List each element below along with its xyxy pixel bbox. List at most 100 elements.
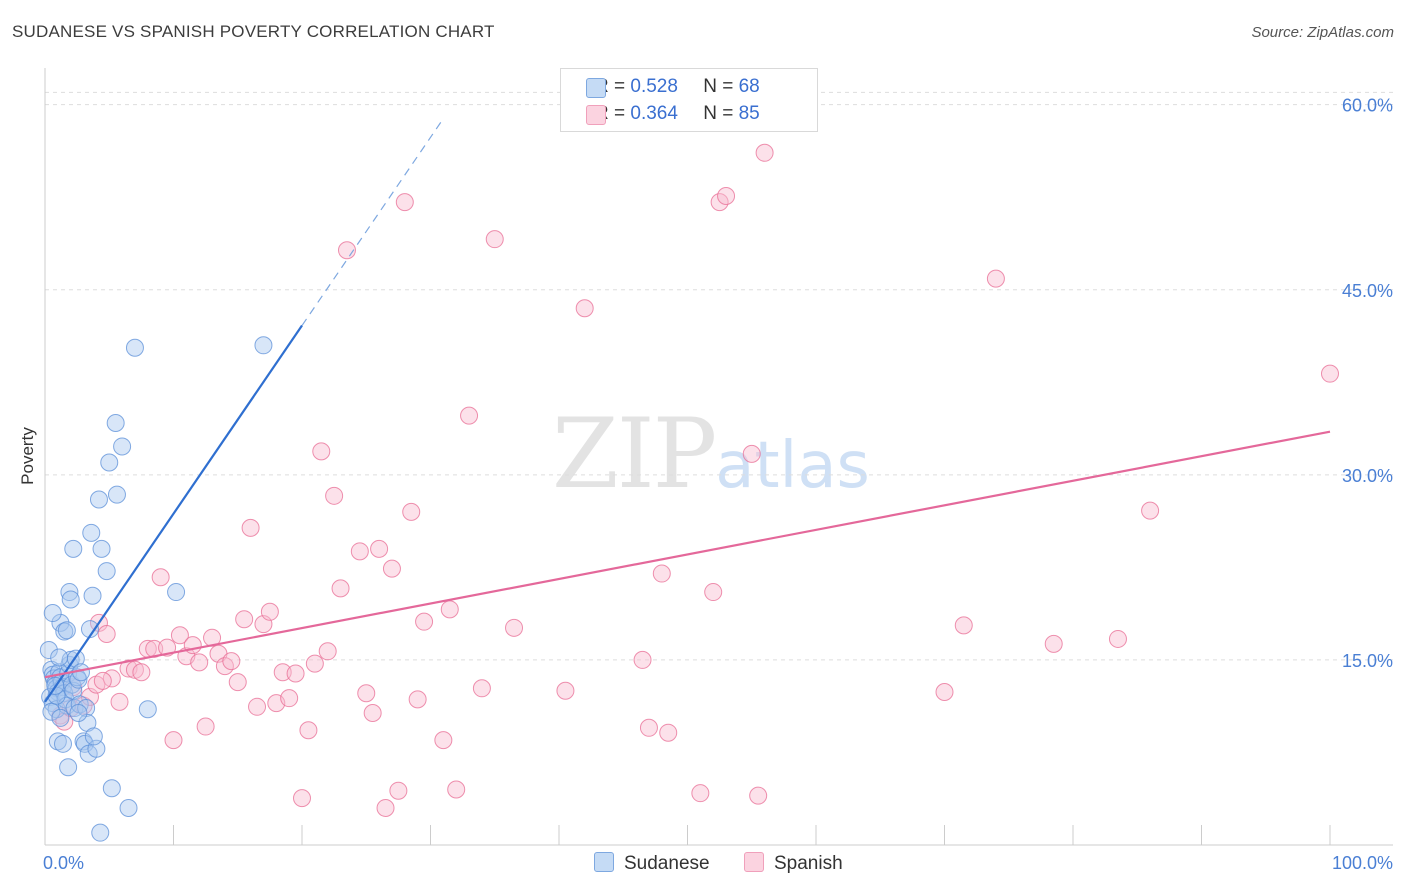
chart-source: Source: ZipAtlas.com — [1251, 24, 1394, 41]
spanish-point — [1044, 634, 1063, 653]
sudanese-point — [43, 604, 62, 623]
spanish-points — [51, 143, 1339, 817]
spanish-point — [652, 564, 671, 583]
sudanese-point — [167, 583, 186, 602]
sudanese-point — [82, 523, 101, 542]
spanish-point — [639, 718, 658, 737]
spanish-point — [110, 692, 129, 711]
spanish-point — [325, 486, 344, 505]
spanish-trendline — [44, 430, 1331, 679]
sudanese-point — [91, 823, 110, 842]
spanish-point — [755, 143, 774, 162]
spanish-point — [196, 717, 215, 736]
spanish-point — [370, 539, 389, 558]
sudanese-point — [50, 648, 69, 667]
legend-n-value: 68 — [738, 76, 760, 97]
sudanese-point — [47, 700, 66, 719]
spanish-point — [376, 798, 395, 817]
spanish-point — [575, 299, 594, 318]
spanish-point — [935, 683, 954, 701]
spanish-point — [363, 703, 382, 722]
sudanese-point — [69, 703, 88, 722]
legend-row-sudanese: R = 0.528 N = 68 — [586, 76, 760, 98]
sudanese-point — [60, 583, 79, 602]
sudanese-point — [51, 613, 70, 632]
sudanese-point — [48, 732, 67, 751]
spanish-point — [312, 442, 331, 461]
spanish-point — [434, 731, 453, 750]
sudanese-point — [59, 758, 78, 777]
spanish-point — [241, 518, 260, 537]
spanish-point — [299, 721, 318, 740]
spanish-point — [97, 625, 116, 644]
spanish-point — [273, 663, 292, 682]
sudanese-point — [107, 485, 126, 504]
zipatlas-watermark: ZIPatlas — [552, 398, 870, 510]
spanish-point — [440, 600, 459, 619]
spanish-point — [691, 784, 710, 803]
sudanese-point — [84, 727, 103, 746]
sudanese-point — [138, 700, 157, 719]
spanish-point — [408, 690, 427, 709]
y-tick-label: 15.0% — [1342, 651, 1393, 671]
spanish-point — [190, 653, 209, 672]
spanish-point — [318, 642, 337, 661]
legend-r-value: 0.528 — [630, 76, 678, 97]
spanish-point — [337, 241, 356, 260]
correlation-legend: R = 0.528 N = 68 R = 0.364 N = 85 — [560, 68, 818, 132]
spanish-point — [235, 610, 254, 629]
spanish-point — [389, 781, 408, 800]
y-tick-label: 45.0% — [1342, 281, 1393, 301]
spanish-point — [305, 654, 324, 673]
legend-row-spanish: R = 0.364 N = 85 — [586, 103, 760, 125]
spanish-point — [954, 616, 973, 635]
spanish-point — [395, 193, 414, 212]
sudanese-point — [92, 539, 111, 558]
spanish-point — [331, 579, 350, 598]
spanish-point — [132, 663, 151, 682]
spanish-point — [415, 612, 434, 631]
spanish-point — [293, 789, 311, 808]
spanish-point — [402, 502, 421, 521]
bottom-legend-sudanese: Sudanese — [594, 852, 710, 875]
bottom-legend-label-sudanese: Sudanese — [624, 853, 710, 874]
spanish-point — [1321, 364, 1339, 383]
sudanese-point — [42, 702, 61, 721]
sudanese-point — [254, 336, 273, 355]
sudanese-trendline-extension — [301, 118, 444, 326]
sudanese-point — [83, 586, 102, 605]
spanish-point — [228, 673, 247, 692]
sudanese-point — [113, 437, 132, 456]
spanish-point — [1108, 629, 1127, 648]
watermark-atlas: atlas — [715, 429, 870, 503]
spanish-point — [158, 638, 177, 657]
spanish-point — [93, 671, 112, 690]
spanish-point — [556, 681, 575, 700]
sudanese-point — [125, 338, 144, 357]
legend-n-label: N = — [703, 103, 739, 124]
sudanese-point — [89, 490, 108, 509]
spanish-point — [704, 583, 723, 602]
chart-title: SUDANESE VS SPANISH POVERTY CORRELATION … — [12, 22, 495, 41]
sudanese-point — [64, 539, 83, 558]
bottom-legend-swatch-spanish — [744, 852, 764, 872]
legend-swatch-sudanese — [586, 78, 606, 98]
y-axis-label: Poverty — [18, 427, 37, 485]
bottom-legend-spanish: Spanish — [744, 852, 843, 875]
sudanese-point — [119, 798, 138, 817]
spanish-point — [447, 780, 466, 799]
spanish-point — [472, 679, 491, 698]
spanish-point — [382, 559, 401, 578]
spanish-point — [357, 684, 376, 703]
spanish-point — [151, 568, 170, 587]
spanish-point — [1141, 501, 1160, 520]
x-tick-label-max: 100.0% — [1332, 853, 1393, 873]
y-tick-label: 60.0% — [1342, 96, 1393, 116]
spanish-point — [659, 723, 678, 742]
legend-n-value: 85 — [738, 103, 760, 124]
spanish-point — [717, 186, 736, 205]
spanish-point — [170, 626, 189, 645]
sudanese-point — [75, 734, 94, 753]
sudanese-trendline — [44, 324, 303, 703]
